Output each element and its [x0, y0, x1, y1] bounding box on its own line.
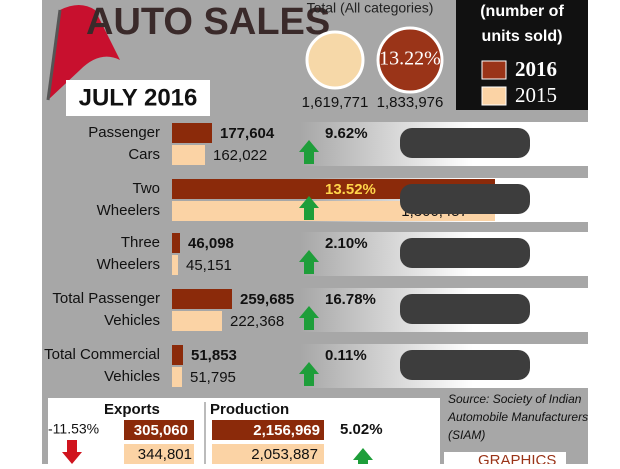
value-2016: 177,604: [220, 125, 275, 142]
bar-2016: [172, 289, 232, 309]
value-2015: 344,801: [138, 446, 192, 463]
bar-2015: [172, 255, 178, 275]
bottom-label: Production: [210, 401, 289, 418]
vehicle-icon: [400, 128, 530, 158]
up-arrow: [299, 306, 319, 330]
value-2016: 259,685: [240, 291, 294, 308]
bar-2016: [124, 420, 194, 440]
row-label: Wheelers: [97, 202, 160, 219]
bar-2016: [172, 233, 180, 253]
total-growth: 13.22%: [379, 48, 441, 70]
value-2015: 2,053,887: [251, 446, 318, 463]
vehicle-icon: [400, 294, 530, 324]
legend-item: 2016: [515, 57, 557, 81]
legend-note: units sold): [482, 28, 563, 45]
bar-2016: [212, 420, 324, 440]
down-arrow: [62, 440, 82, 464]
growth: 9.62%: [325, 125, 368, 142]
row-label: Vehicles: [104, 312, 160, 329]
up-arrow: [299, 362, 319, 386]
up-arrow: [299, 196, 319, 220]
row-label: Wheelers: [97, 256, 160, 273]
flag-pole: [46, 9, 62, 101]
footer-box: [444, 452, 566, 466]
row-label: Cars: [128, 146, 160, 163]
legend-swatch: [481, 86, 507, 106]
bar-2015: [172, 367, 182, 387]
flag: [48, 5, 120, 100]
row-label: Passenger: [88, 124, 160, 141]
source: Automobile Manufacturers: [447, 410, 588, 424]
vehicle-icon: [400, 238, 530, 268]
legend-note: (number of: [480, 3, 564, 20]
wheel-2016: [376, 26, 444, 94]
value-2016: 51,853: [191, 347, 237, 364]
footer: GRAPHICS: [478, 452, 556, 464]
row-label: Total Passenger: [52, 290, 160, 307]
vehicle-icon: [400, 350, 530, 380]
value-2016: 2,156,969: [253, 422, 320, 439]
growth: 2.10%: [325, 235, 368, 252]
legend-item: 2015: [515, 83, 557, 107]
subtitle-box: [66, 80, 210, 116]
growth: 13.52%: [325, 181, 376, 198]
growth: 5.02%: [340, 421, 383, 438]
up-arrow: [299, 250, 319, 274]
bar-2015: [124, 444, 194, 464]
value-2015: 222,368: [230, 313, 284, 330]
growth: -11.53%: [48, 421, 99, 437]
vehicle-icon: [400, 184, 530, 214]
growth: 0.11%: [325, 347, 367, 364]
total-2015: 1,619,771: [302, 94, 369, 111]
legend-box: [456, 0, 588, 110]
title: AUTO SALES: [86, 1, 330, 43]
source: (SIAM): [448, 428, 485, 442]
bottom-label: Exports: [104, 401, 160, 418]
bar-2016: [172, 123, 212, 143]
total-2016: 1,833,976: [377, 94, 444, 111]
legend-swatch: [481, 60, 507, 80]
row-label: Two: [132, 180, 160, 197]
up-arrow: [299, 140, 319, 164]
value-2015: 45,151: [186, 257, 232, 274]
source: Source: Society of Indian: [448, 392, 582, 406]
total-label: Total (All categories): [307, 0, 434, 16]
row-label: Three: [121, 234, 160, 251]
bar-2015: [172, 145, 205, 165]
value-2016: 305,060: [134, 422, 188, 439]
growth: 16.78%: [325, 291, 376, 308]
bar-2015: [212, 444, 324, 464]
row-label: Vehicles: [104, 368, 160, 385]
value-2015: 162,022: [213, 147, 267, 164]
value-2015: 51,795: [190, 369, 236, 386]
row-label: Total Commercial: [44, 346, 160, 363]
bar-2016: [172, 345, 183, 365]
bar-2015: [172, 311, 222, 331]
value-2016: 46,098: [188, 235, 234, 252]
subtitle: JULY 2016: [79, 84, 198, 111]
wheel-2015: [305, 30, 365, 90]
